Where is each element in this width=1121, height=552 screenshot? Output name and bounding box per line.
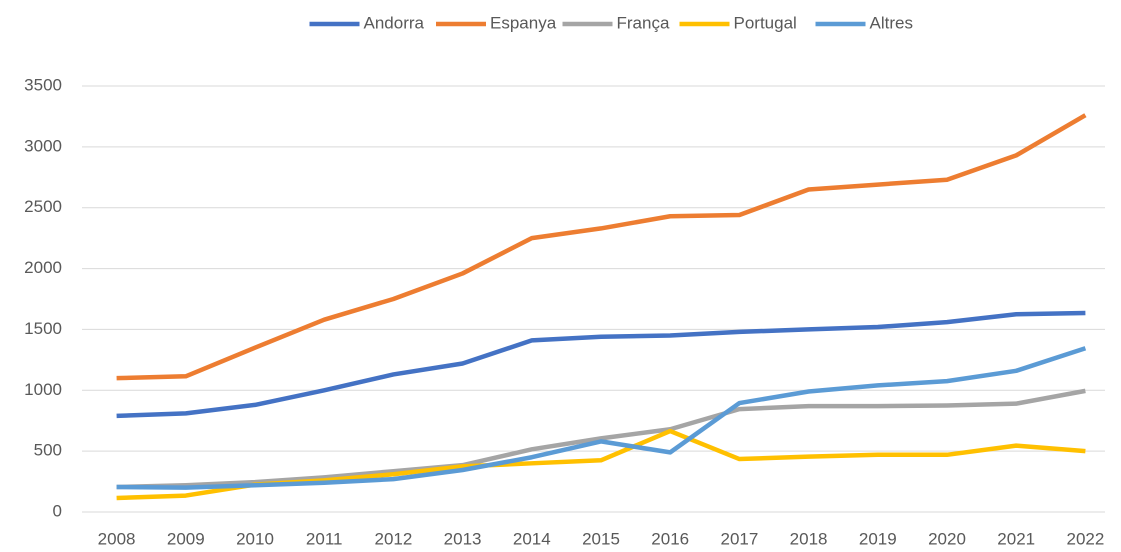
y-tick-label: 3500 <box>24 75 62 94</box>
x-tick-label: 2017 <box>720 529 758 548</box>
x-tick-label: 2012 <box>374 529 412 548</box>
legend-label: Andorra <box>364 13 425 32</box>
x-tick-label: 2009 <box>167 529 205 548</box>
x-tick-label: 2010 <box>236 529 274 548</box>
x-tick-label: 2021 <box>997 529 1035 548</box>
x-tick-label: 2015 <box>582 529 620 548</box>
y-tick-label: 3000 <box>24 136 62 155</box>
series-line <box>116 346 1087 490</box>
y-tick-label: 1500 <box>24 319 62 338</box>
series-line <box>116 310 1086 419</box>
x-tick-label: 2018 <box>790 529 828 548</box>
x-tick-label: 2022 <box>1066 529 1104 548</box>
y-tick-label: 2000 <box>24 258 62 277</box>
x-tick-label: 2014 <box>513 529 551 548</box>
legend-label: Portugal <box>734 13 797 32</box>
legend-label: França <box>617 13 670 32</box>
y-tick-label: 2500 <box>24 197 62 216</box>
legend-label: Altres <box>870 13 913 32</box>
x-tick-label: 2019 <box>859 529 897 548</box>
y-tick-label: 0 <box>53 501 62 520</box>
x-tick-label: 2013 <box>444 529 482 548</box>
y-tick-label: 1000 <box>24 380 62 399</box>
series-line <box>116 388 1086 490</box>
x-tick-label: 2020 <box>928 529 966 548</box>
series-line <box>116 113 1087 381</box>
x-tick-label: 2008 <box>98 529 136 548</box>
y-tick-label: 500 <box>34 441 62 460</box>
x-tick-label: 2016 <box>651 529 689 548</box>
legend-label: Espanya <box>490 13 557 32</box>
x-tick-label: 2011 <box>306 529 343 548</box>
